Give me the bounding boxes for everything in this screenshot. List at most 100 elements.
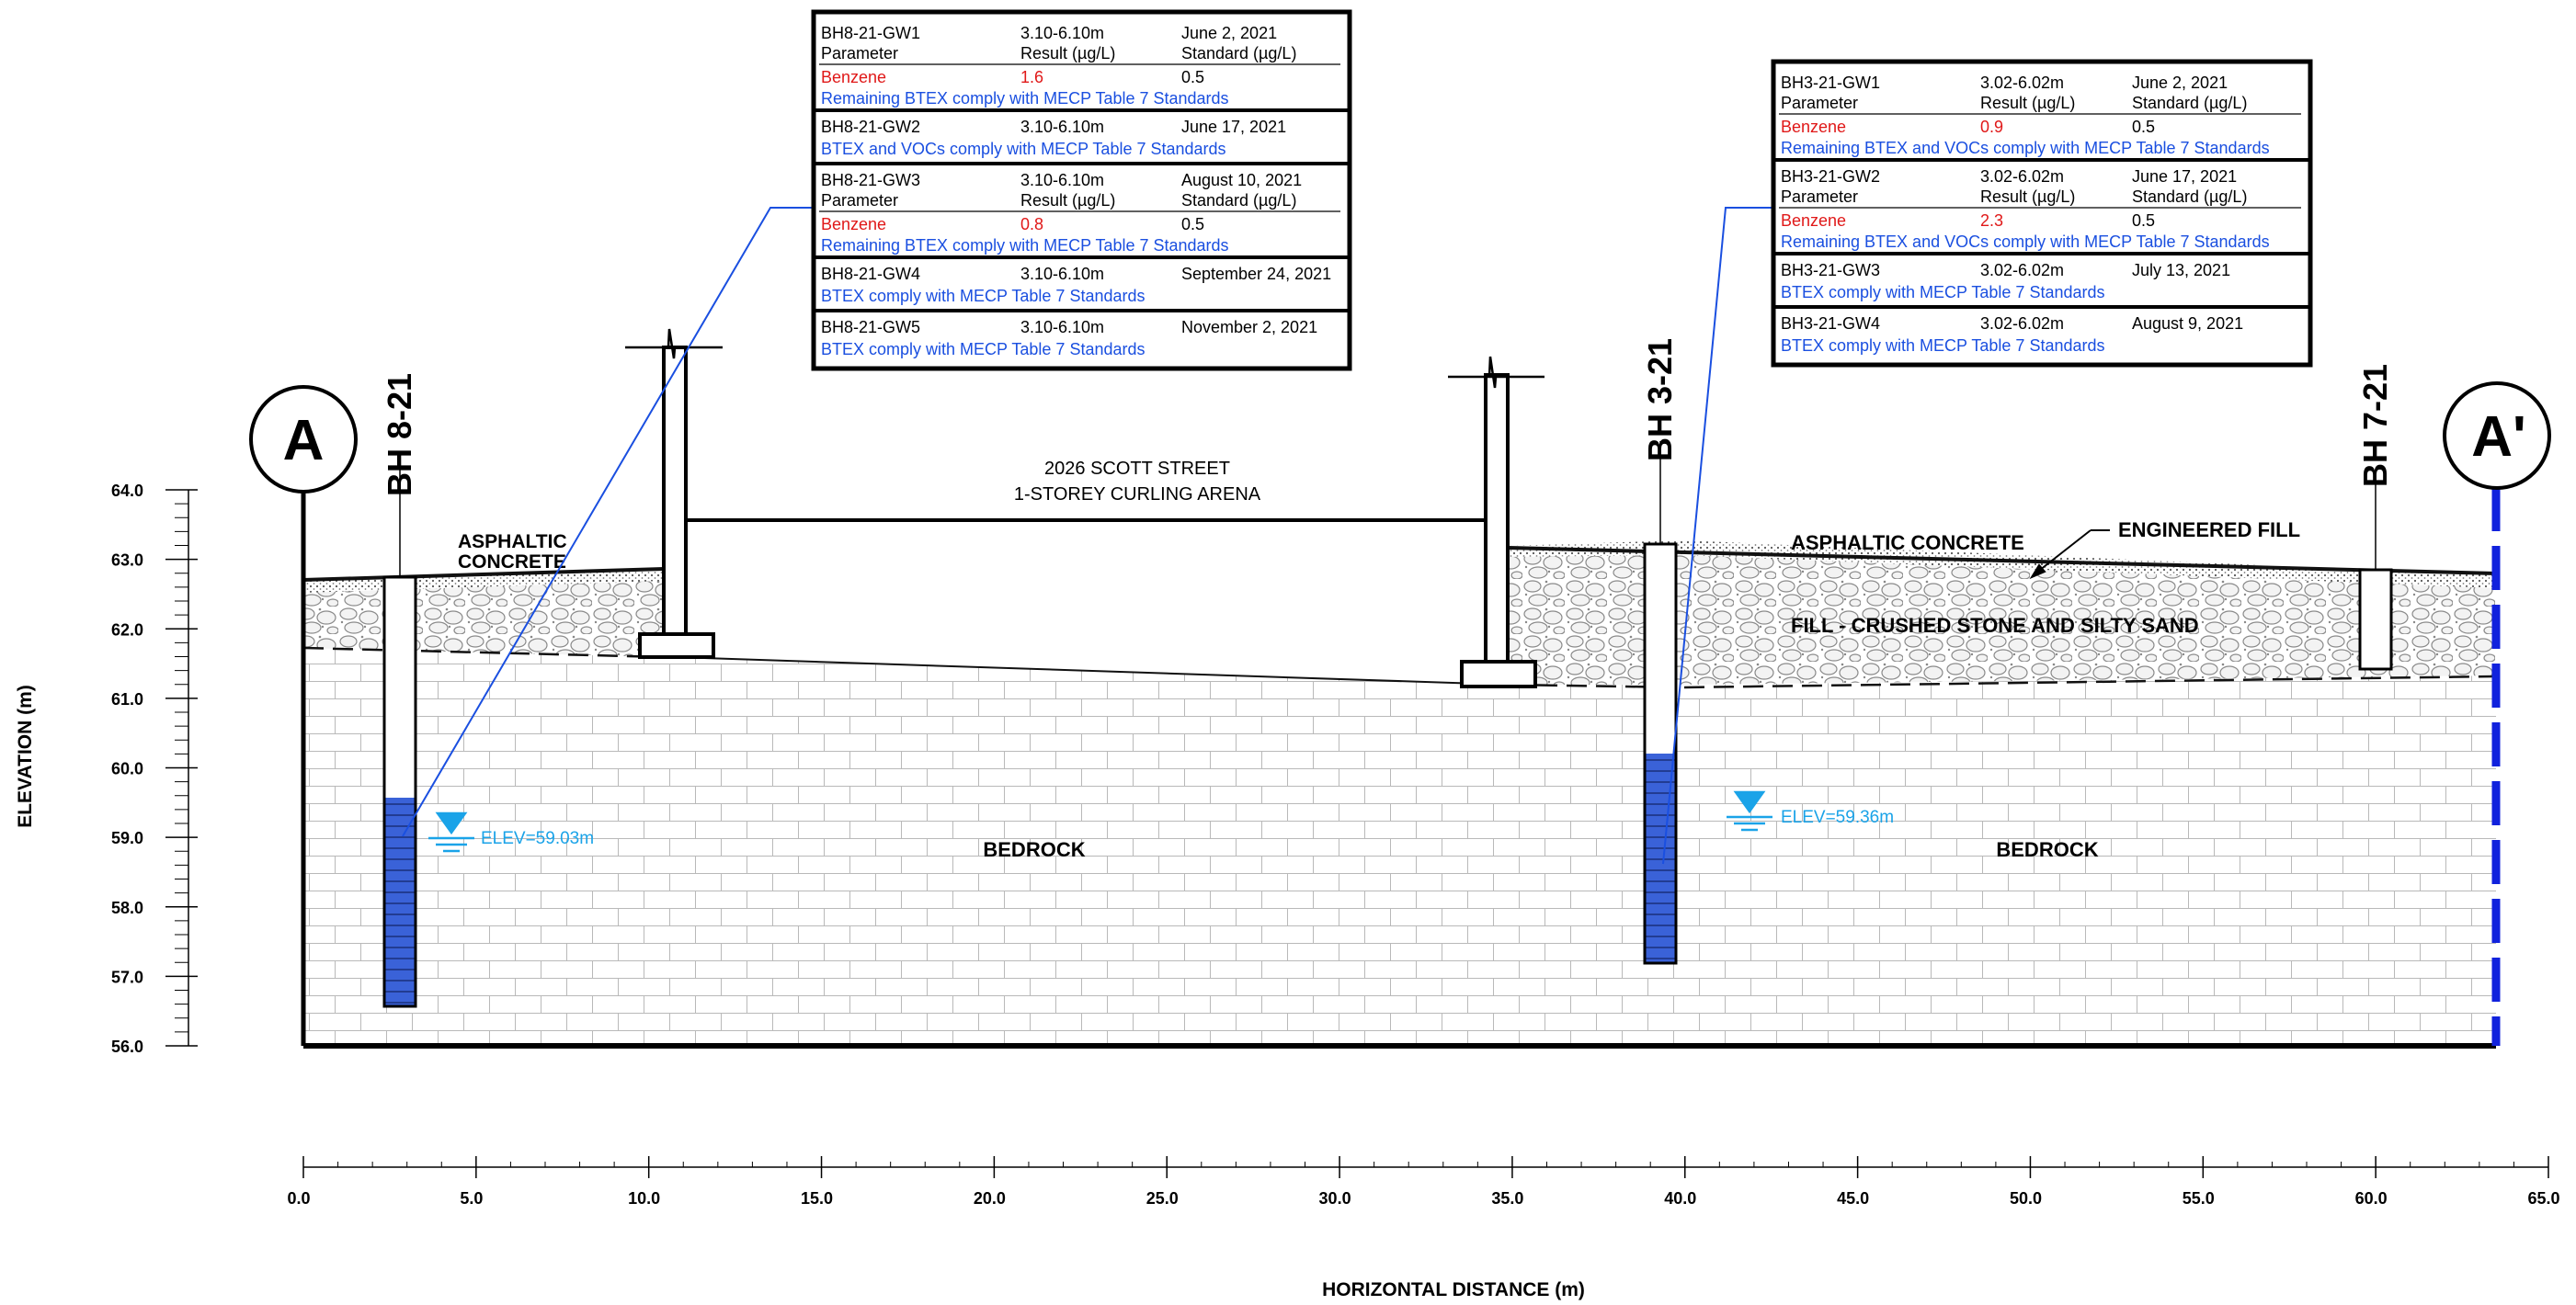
- screen-depth: 3.10-6.10m: [1020, 24, 1104, 42]
- screen-depth: 3.02-6.02m: [1980, 314, 2064, 333]
- screen-depth: 3.10-6.10m: [1020, 265, 1104, 283]
- compliance-note: Remaining BTEX and VOCs comply with MECP…: [1781, 139, 2270, 157]
- x-tick-label: 45.0: [1837, 1189, 1869, 1208]
- screen-depth: 3.10-6.10m: [1020, 118, 1104, 136]
- result-row: BH8-21-GW3 3.10-6.10m August 10, 2021 Param…: [814, 162, 1350, 255]
- result-header: Result (µg/L): [1980, 187, 2075, 206]
- exceedance-parameter: Benzene: [821, 215, 886, 233]
- x-tick-label: 10.0: [628, 1189, 660, 1208]
- sample-date: June 2, 2021: [2132, 74, 2228, 92]
- building-description: 1-STOREY CURLING ARENA: [1014, 484, 1261, 505]
- exceedance-parameter: Benzene: [1781, 118, 1846, 136]
- y-tick-label: 58.0: [111, 899, 143, 917]
- y-tick-label: 64.0: [111, 482, 143, 500]
- standard-header: Standard (µg/L): [2132, 94, 2247, 112]
- compliance-note: Remaining BTEX comply with MECP Table 7 …: [821, 89, 1229, 108]
- water-elevation-bh3-21: ELEV=59.36m: [1781, 808, 1894, 827]
- label-bedrock-left: BEDROCK: [983, 838, 1085, 861]
- water-level-icon: [1727, 790, 1772, 832]
- sample-id: BH3-21-GW2: [1781, 167, 1880, 186]
- x-tick-label: 15.0: [801, 1189, 833, 1208]
- result-row: BH8-21-GW2 3.10-6.10m June 17, 2021 BTEX an…: [814, 108, 1350, 158]
- building-address: 2026 SCOTT STREET: [1044, 459, 1230, 479]
- sample-date: June 17, 2021: [2132, 167, 2237, 186]
- y-axis: 64.0 63.0 62.0 61.0 60.0 59.0 58.0 57.0 56.0: [111, 482, 198, 1056]
- svg-text:A': A': [2471, 405, 2526, 469]
- compliance-note: BTEX comply with MECP Table 7 Standards: [821, 287, 1146, 305]
- exceedance-standard: 0.5: [1181, 215, 1204, 233]
- compliance-note: BTEX and VOCs comply with MECP Table 7 S…: [821, 140, 1226, 158]
- sample-id: BH3-21-GW1: [1781, 74, 1880, 92]
- parameter-header: Parameter: [1781, 187, 1858, 206]
- sample-date: August 9, 2021: [2132, 314, 2243, 333]
- label-asphalt-right: ASPHALTIC CONCRETE: [1791, 531, 2024, 554]
- exceedance-result: 0.8: [1020, 215, 1043, 233]
- section-marker-a-prime: A': [2443, 381, 2551, 490]
- layer-boundaries: [302, 646, 2497, 689]
- exceedance-parameter: Benzene: [1781, 211, 1846, 230]
- sample-date: July 13, 2021: [2132, 261, 2230, 279]
- x-tick-label: 65.0: [2527, 1189, 2559, 1208]
- sample-date: November 2, 2021: [1181, 318, 1317, 336]
- leader-bh8-21: [402, 207, 814, 837]
- x-tick-label: 40.0: [1664, 1189, 1696, 1208]
- exceedance-parameter: Benzene: [821, 68, 886, 86]
- result-row: BH3-21-GW4 3.02-6.02m August 9, 2021 BTEX c…: [1773, 305, 2310, 355]
- exceedance-result: 0.9: [1980, 118, 2003, 136]
- screen-depth: 3.02-6.02m: [1980, 261, 2064, 279]
- compliance-note: BTEX comply with MECP Table 7 Standards: [821, 340, 1146, 358]
- leader-bh3-21: [1662, 207, 1773, 865]
- sample-id: BH3-21-GW3: [1781, 261, 1880, 279]
- compliance-note: Remaining BTEX and VOCs comply with MECP…: [1781, 233, 2270, 251]
- x-tick-label: 30.0: [1319, 1189, 1351, 1208]
- y-tick-label: 57.0: [111, 968, 143, 986]
- compliance-note: BTEX comply with MECP Table 7 Standards: [1781, 336, 2105, 355]
- parameter-header: Parameter: [821, 44, 898, 62]
- exceedance-standard: 0.5: [2132, 118, 2155, 136]
- result-row: BH3-21-GW3 3.02-6.02m July 13, 2021 BTEX co…: [1773, 252, 2310, 301]
- sample-id: BH8-21-GW2: [821, 118, 920, 136]
- sample-id: BH8-21-GW1: [821, 24, 920, 42]
- borehole-label-bh8-21: BH 8-21: [381, 373, 418, 496]
- x-tick-label: 25.0: [1146, 1189, 1179, 1208]
- y-tick-label: 63.0: [111, 551, 143, 570]
- result-row: BH8-21-GW1 3.10-6.10m June 2, 2021 Paramete…: [819, 24, 1340, 108]
- result-header: Result (µg/L): [1020, 191, 1115, 210]
- result-header: Result (µg/L): [1980, 94, 2075, 112]
- x-tick-label: 35.0: [1491, 1189, 1523, 1208]
- x-tick-label: 0.0: [287, 1189, 310, 1208]
- label-fill: FILL - CRUSHED STONE AND SILTY SAND: [1791, 614, 2199, 637]
- well-screen: [385, 798, 415, 1005]
- result-row: BH3-21-GW1 3.02-6.02m June 2, 2021 Paramete…: [1779, 74, 2301, 157]
- results-table-bh3-21: BH3-21-GW1 3.02-6.02m June 2, 2021 Paramete…: [1771, 59, 2313, 368]
- results-table-bh8-21: BH8-21-GW1 3.10-6.10m June 2, 2021 Paramete…: [811, 9, 1352, 371]
- borehole-label-bh7-21: BH 7-21: [2356, 364, 2394, 487]
- y-tick-label: 60.0: [111, 760, 143, 778]
- result-header: Result (µg/L): [1020, 44, 1115, 62]
- exceedance-result: 2.3: [1980, 211, 2003, 230]
- y-tick-label: 56.0: [111, 1038, 143, 1056]
- building-structure: [625, 328, 1544, 688]
- x-tick-label: 55.0: [2183, 1189, 2215, 1208]
- exceedance-standard: 0.5: [2132, 211, 2155, 230]
- compliance-note: Remaining BTEX comply with MECP Table 7 …: [821, 236, 1229, 255]
- parameter-header: Parameter: [1781, 94, 1858, 112]
- label-bedrock-right: BEDROCK: [1996, 838, 2098, 861]
- x-tick-label: 50.0: [2010, 1189, 2042, 1208]
- exceedance-result: 1.6: [1020, 68, 1043, 86]
- borehole-bh8-21: [382, 460, 417, 1008]
- borehole-bh7-21: [2358, 484, 2393, 671]
- borehole-label-bh3-21: BH 3-21: [1641, 338, 1679, 461]
- x-axis-title: HORIZONTAL DISTANCE (m): [1322, 1279, 1585, 1300]
- y-axis-title: ELEVATION (m): [15, 685, 36, 828]
- bedrock-layer: [303, 648, 2496, 1046]
- sample-id: BH8-21-GW4: [821, 265, 920, 283]
- screen-depth: 3.10-6.10m: [1020, 318, 1104, 336]
- label-asphalt-left-1: ASPHALTIC: [458, 531, 567, 552]
- sample-id: BH3-21-GW4: [1781, 314, 1880, 333]
- sample-date: June 2, 2021: [1181, 24, 1277, 42]
- exceedance-standard: 0.5: [1181, 68, 1204, 86]
- screen-depth: 3.02-6.02m: [1980, 74, 2064, 92]
- y-tick-label: 61.0: [111, 690, 143, 709]
